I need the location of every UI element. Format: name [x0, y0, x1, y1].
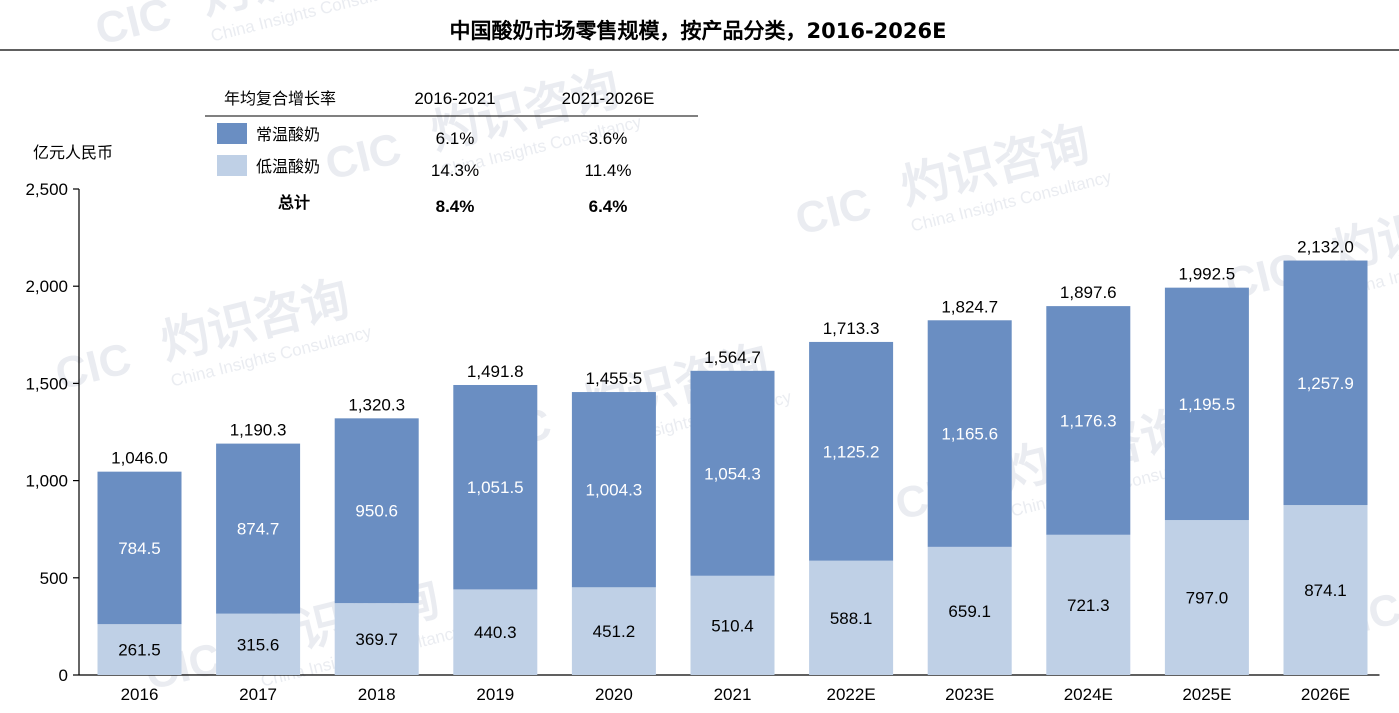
cagr-header-period-1: 2016-2021	[414, 89, 495, 108]
y-tick-label: 1,000	[25, 472, 68, 491]
x-tick-label: 2018	[358, 685, 396, 704]
label-chilled: 315.6	[237, 635, 280, 654]
label-ambient: 784.5	[118, 539, 161, 558]
bars	[97, 260, 1368, 675]
label-chilled: 721.3	[1067, 596, 1110, 615]
bar-chilled	[809, 560, 894, 675]
label-ambient: 1,257.9	[1297, 374, 1354, 393]
bar-ambient	[1046, 306, 1131, 535]
bar-ambient	[453, 384, 538, 590]
label-ambient: 1,195.5	[1179, 395, 1236, 414]
bar-ambient	[334, 418, 419, 604]
watermark-logo: CIC	[91, 0, 176, 55]
label-total: 1,491.8	[467, 362, 524, 381]
label-total: 1,046.0	[111, 449, 168, 468]
cagr-ambient-2021-2026: 3.6%	[589, 129, 628, 148]
label-ambient: 1,165.6	[941, 425, 998, 444]
y-tick-label: 0	[59, 666, 68, 685]
label-chilled: 510.4	[711, 616, 754, 635]
label-total: 1,320.3	[348, 395, 405, 414]
label-total: 2,132.0	[1297, 238, 1354, 257]
label-total: 1,992.5	[1179, 265, 1236, 284]
bar-ambient	[690, 370, 775, 576]
x-tick-label: 2023E	[945, 685, 994, 704]
watermark-logo: CIC	[321, 124, 406, 190]
y-unit-label: 亿元人民币	[33, 143, 113, 162]
cagr-total-2021-2026: 6.4%	[589, 197, 628, 216]
watermark-logo: CIC	[791, 179, 876, 245]
bar-chilled	[1046, 534, 1131, 675]
label-ambient: 1,125.2	[823, 442, 880, 461]
bar-ambient	[571, 392, 656, 588]
cagr-chilled-2021-2026: 11.4%	[585, 161, 632, 180]
bar-chilled	[1283, 505, 1368, 675]
y-tick-label: 500	[40, 569, 68, 588]
bar-chilled	[453, 589, 538, 675]
bar-chilled	[216, 613, 301, 675]
bar-ambient	[1164, 287, 1249, 521]
bar-ambient	[927, 320, 1012, 547]
label-chilled: 440.3	[474, 623, 517, 642]
label-chilled: 659.1	[948, 602, 991, 621]
label-chilled: 369.7	[355, 630, 398, 649]
x-tick-label: 2019	[476, 685, 514, 704]
bar-ambient	[97, 471, 182, 625]
label-total: 1,190.3	[230, 421, 287, 440]
label-chilled: 261.5	[118, 641, 161, 660]
cagr-chilled-2016-2021: 14.3%	[431, 161, 479, 180]
label-ambient: 874.7	[237, 520, 280, 539]
bar-chilled	[97, 624, 182, 675]
x-tick-label: 2017	[239, 685, 277, 704]
y-tick-label: 2,500	[25, 180, 68, 199]
label-chilled: 797.0	[1186, 589, 1229, 608]
label-chilled: 451.2	[593, 622, 636, 641]
label-total: 1,824.7	[941, 297, 998, 316]
legend-label-chilled: 低温酸奶	[256, 157, 320, 176]
bar-chilled	[334, 603, 419, 675]
label-ambient: 1,054.3	[704, 464, 761, 483]
cagr-header-label: 年均复合增长率	[224, 89, 336, 108]
label-ambient: 1,176.3	[1060, 411, 1117, 430]
label-total: 1,897.6	[1060, 283, 1117, 302]
x-tick-label: 2022E	[827, 685, 876, 704]
cagr-table: 年均复合增长率 2016-2021 2021-2026E 常温酸奶 6.1% 3…	[205, 89, 698, 216]
label-ambient: 1,004.3	[586, 481, 643, 500]
bar-chilled	[927, 546, 1012, 675]
y-tick-label: 2,000	[25, 277, 68, 296]
x-tick-label: 2016	[121, 685, 159, 704]
chart-title: 中国酸奶市场零售规模，按产品分类，2016-2026E	[450, 19, 947, 43]
legend-swatch-chilled	[217, 155, 247, 176]
x-tick-label: 2026E	[1301, 685, 1350, 704]
y-tick-label: 1,500	[25, 374, 68, 393]
label-chilled: 874.1	[1304, 581, 1347, 600]
bar-ambient	[1283, 260, 1368, 506]
label-ambient: 1,051.5	[467, 478, 524, 497]
cagr-header-period-2: 2021-2026E	[562, 89, 655, 108]
label-chilled: 588.1	[830, 609, 873, 628]
legend-swatch-ambient	[217, 123, 247, 144]
bar-chilled	[571, 587, 656, 675]
cagr-total-label: 总计	[278, 193, 310, 212]
bar-chilled	[690, 575, 775, 675]
x-tick-label: 2021	[714, 685, 752, 704]
data-labels: 261.5 784.5 1,046.0 315.6 874.7 1,190.3 369.7 9…	[111, 238, 1354, 660]
label-ambient: 950.6	[355, 502, 398, 521]
x-tick-label: 2024E	[1064, 685, 1113, 704]
x-tick-label: 2020	[595, 685, 633, 704]
bar-ambient	[216, 443, 301, 614]
cagr-total-2016-2021: 8.4%	[436, 197, 475, 216]
cagr-ambient-2016-2021: 6.1%	[436, 129, 475, 148]
label-total: 1,713.3	[823, 319, 880, 338]
legend-label-ambient: 常温酸奶	[256, 125, 320, 144]
x-tick-label: 2025E	[1182, 685, 1231, 704]
bar-chilled	[1164, 520, 1249, 675]
bar-ambient	[809, 341, 894, 561]
label-total: 1,455.5	[586, 369, 643, 388]
y-axis: 0 500 1,000 1,500 2,000 2,500	[25, 180, 80, 685]
label-total: 1,564.7	[704, 348, 761, 367]
